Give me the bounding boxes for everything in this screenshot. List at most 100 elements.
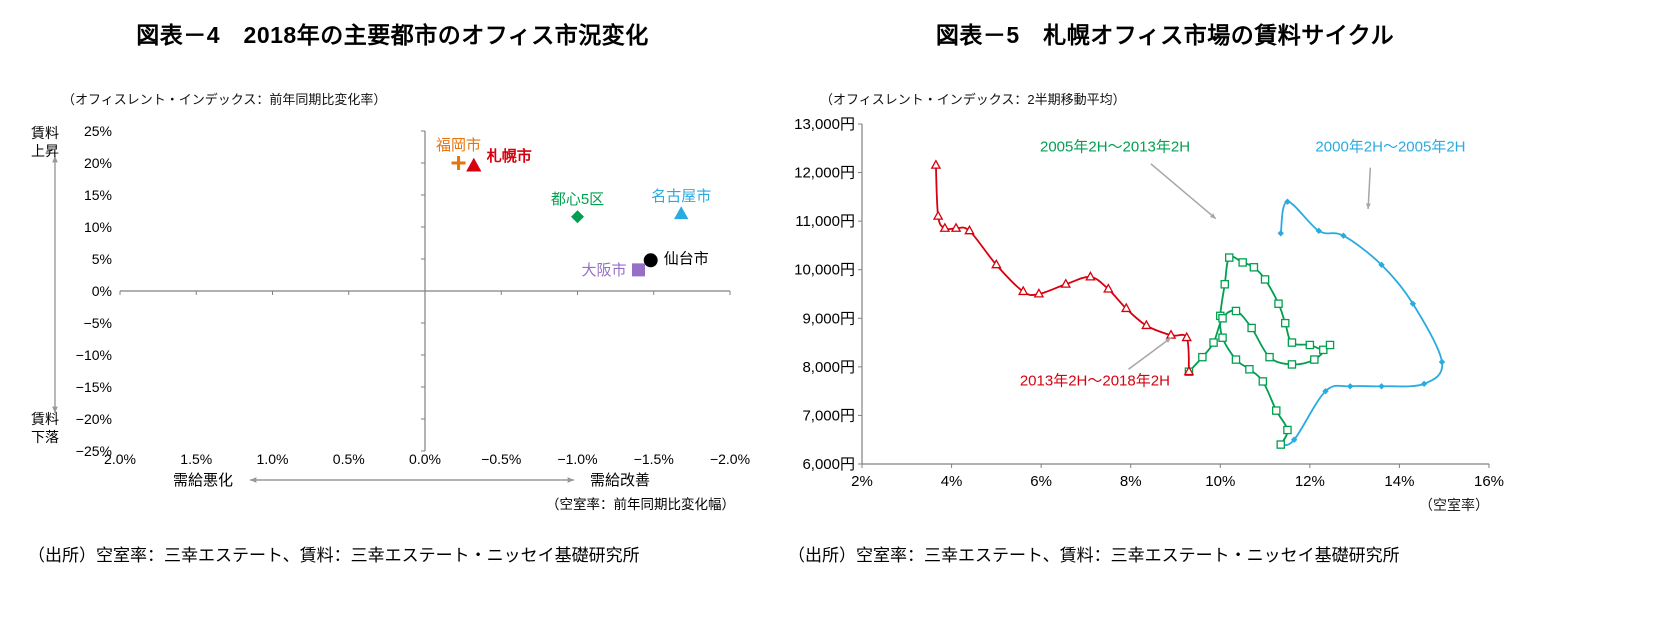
annotation-2000-2005-arrow <box>1367 167 1372 210</box>
fig5-x-tick-label: 4% <box>941 473 963 490</box>
fig4-panel: 図表－4 2018年の主要都市のオフィス市況変化 （オフィスレント・インデックス… <box>0 0 785 632</box>
series-marker-cycle-2000-2005 <box>1378 261 1385 269</box>
series-marker-cycle-2000-2005 <box>1420 380 1428 388</box>
fig5-x-tick-label: 6% <box>1030 473 1052 490</box>
series-marker-cycle-2005-2013 <box>1209 338 1218 347</box>
fig4-demand-worse-label: 需給悪化 <box>173 472 233 489</box>
fig4-demand-axis-arrow-head <box>250 477 257 483</box>
series-marker-cycle-2005-2013 <box>1247 323 1256 333</box>
series-marker-cycle-2000-2005 <box>1438 358 1446 366</box>
series-marker-cycle-2005-2013 <box>1231 355 1241 364</box>
fig4-rent-down-label: 賃料 <box>31 411 59 427</box>
fig5-title: 図表－5 札幌オフィス市場の賃料サイクル <box>935 22 1395 48</box>
data-point-nagoya <box>674 206 689 220</box>
series-marker-cycle-2005-2013 <box>1305 340 1315 350</box>
data-point-sendai <box>643 253 658 268</box>
fig5-y-tick-label: 6,000円 <box>802 456 855 473</box>
fig4-y-tick-label: −10% <box>76 347 112 363</box>
fig4-x-tick-label: −2.0% <box>710 451 750 467</box>
annotation-2013-2018-arrow-head <box>1165 337 1172 343</box>
fig4-x-tick-label: −1.5% <box>634 451 674 467</box>
annotation-2005-2013-arrow <box>1150 163 1217 220</box>
series-marker-cycle-2013-2018 <box>1060 278 1072 288</box>
series-line-cycle-2000-2005 <box>1279 200 1444 447</box>
series-marker-cycle-2000-2005 <box>1409 300 1417 307</box>
fig4-y-tick-label: −15% <box>76 379 112 395</box>
data-point-label-nagoya: 名古屋市 <box>651 188 711 205</box>
data-point-label-sapporo: 札幌市 <box>486 147 532 165</box>
fig4-x-tick-label: 2.0% <box>104 451 136 467</box>
fig5-x-axis-note: （空室率） <box>1419 497 1489 513</box>
series-marker-cycle-2013-2018 <box>930 159 942 169</box>
series-marker-cycle-2013-2018 <box>1017 285 1029 296</box>
series-marker-cycle-2005-2013 <box>1325 340 1335 350</box>
series-marker-cycle-2005-2013 <box>1276 440 1285 449</box>
series-marker-cycle-2013-2018 <box>1183 365 1195 376</box>
fig4-y-tick-label: 10% <box>84 219 112 235</box>
series-marker-cycle-2005-2013 <box>1198 352 1207 362</box>
fig4-source-note: （出所）空室率：三幸エステート、賃料：三幸エステート・ニッセイ基礎研究所 <box>28 546 640 565</box>
series-marker-cycle-2013-2018 <box>1181 331 1192 342</box>
series-marker-cycle-2005-2013 <box>1260 275 1270 284</box>
fig4-x-axis-note: （空室率：前年同期比変化幅） <box>546 496 735 512</box>
series-marker-cycle-2005-2013 <box>1287 360 1297 369</box>
fig5-x-tick-label: 10% <box>1205 473 1235 490</box>
series-marker-cycle-2013-2018 <box>1103 283 1114 293</box>
fig4-x-tick-label: −0.5% <box>481 451 521 467</box>
series-marker-cycle-2013-2018 <box>1085 271 1096 281</box>
series-line-cycle-2013-2018 <box>934 165 1190 372</box>
series-marker-cycle-2005-2013 <box>1319 345 1328 355</box>
fig4-y-tick-label: 15% <box>84 187 112 203</box>
fig5-x-tick-label: 2% <box>851 473 873 490</box>
fig4-y-tick-label: 20% <box>84 155 112 171</box>
data-point-label-osaka: 大阪市 <box>581 262 626 279</box>
fig4-x-tick-label: 1.0% <box>257 451 289 467</box>
data-point-label-sendai: 仙台市 <box>664 250 709 267</box>
fig5-y-tick-label: 12,000円 <box>794 165 855 182</box>
fig5-y-tick-label: 7,000円 <box>802 407 855 424</box>
series-marker-cycle-2005-2013 <box>1287 338 1297 347</box>
fig5-panel: 図表－5 札幌オフィス市場の賃料サイクル （オフィスレント・インデックス：2半期… <box>785 0 1595 632</box>
fig4-x-tick-label: 0.0% <box>409 451 441 467</box>
fig4-rent-up-label: 上昇 <box>31 143 59 159</box>
series-marker-cycle-2005-2013 <box>1272 406 1281 415</box>
annotation-2013-2018-arrow <box>1128 337 1172 370</box>
fig5-y-tick-label: 11,000円 <box>795 213 855 230</box>
fig4-title: 図表－4 2018年の主要都市のオフィス市況変化 <box>136 22 649 48</box>
series-marker-cycle-2013-2018 <box>939 222 951 232</box>
series-marker-cycle-2005-2013 <box>1238 258 1247 267</box>
fig5-source-note: （出所）空室率：三幸エステート、賃料：三幸エステート・ニッセイ基礎研究所 <box>788 546 1400 565</box>
data-point-tokyo-5ku <box>571 210 584 224</box>
series-marker-cycle-2005-2013 <box>1218 333 1227 342</box>
fig4-rent-axis-arrow-head <box>52 406 58 413</box>
fig4-chart: 25% 20% 15% 10% 5% 0% −5% −10% −15% −20% −25%2.0% 1… <box>31 123 750 512</box>
series-marker-cycle-2005-2013 <box>1265 352 1274 362</box>
series-marker-cycle-2005-2013 <box>1224 253 1234 262</box>
series-marker-cycle-2013-2018 <box>950 222 962 232</box>
fig4-y-tick-label: 0% <box>92 283 112 299</box>
series-marker-cycle-2005-2013 <box>1220 280 1230 289</box>
series-marker-cycle-2000-2005 <box>1315 227 1323 235</box>
annotation-2000-2005-arrow-head <box>1365 203 1371 209</box>
fig5-x-tick-label: 16% <box>1474 473 1504 490</box>
series-marker-cycle-2005-2013 <box>1245 365 1254 374</box>
annotation-2000-2005-label: 2000年2H～2005年2H <box>1315 139 1465 156</box>
data-point-label-tokyo-5ku: 都心5区 <box>551 191 604 208</box>
series-marker-cycle-2000-2005 <box>1277 230 1284 237</box>
series-marker-cycle-2013-2018 <box>1141 319 1152 330</box>
series-line-cycle-2005-2013 <box>1188 255 1332 446</box>
fig5-y-tick-label: 10,000円 <box>794 262 855 279</box>
series-marker-cycle-2000-2005 <box>1340 232 1347 239</box>
series-marker-cycle-2013-2018 <box>964 224 975 235</box>
annotation-2005-2013-arrow-head <box>1210 213 1216 219</box>
series-marker-cycle-2005-2013 <box>1249 263 1259 272</box>
fig5-x-tick-label: 12% <box>1295 473 1325 490</box>
fig4-y-tick-label: −25% <box>76 443 112 459</box>
series-marker-cycle-2005-2013 <box>1280 318 1290 328</box>
data-point-label-fukuoka: 福岡市 <box>436 137 481 154</box>
series-marker-cycle-2005-2013 <box>1283 425 1292 435</box>
series-marker-cycle-2000-2005 <box>1378 383 1385 390</box>
annotation-2005-2013-label: 2005年2H～2013年2H <box>1040 139 1190 156</box>
fig4-rent-axis-arrow-head <box>52 156 58 163</box>
fig5-chart: 13,000円 12,000円 11,000円 10,000円 9,000円 8,000円… <box>794 116 1504 513</box>
